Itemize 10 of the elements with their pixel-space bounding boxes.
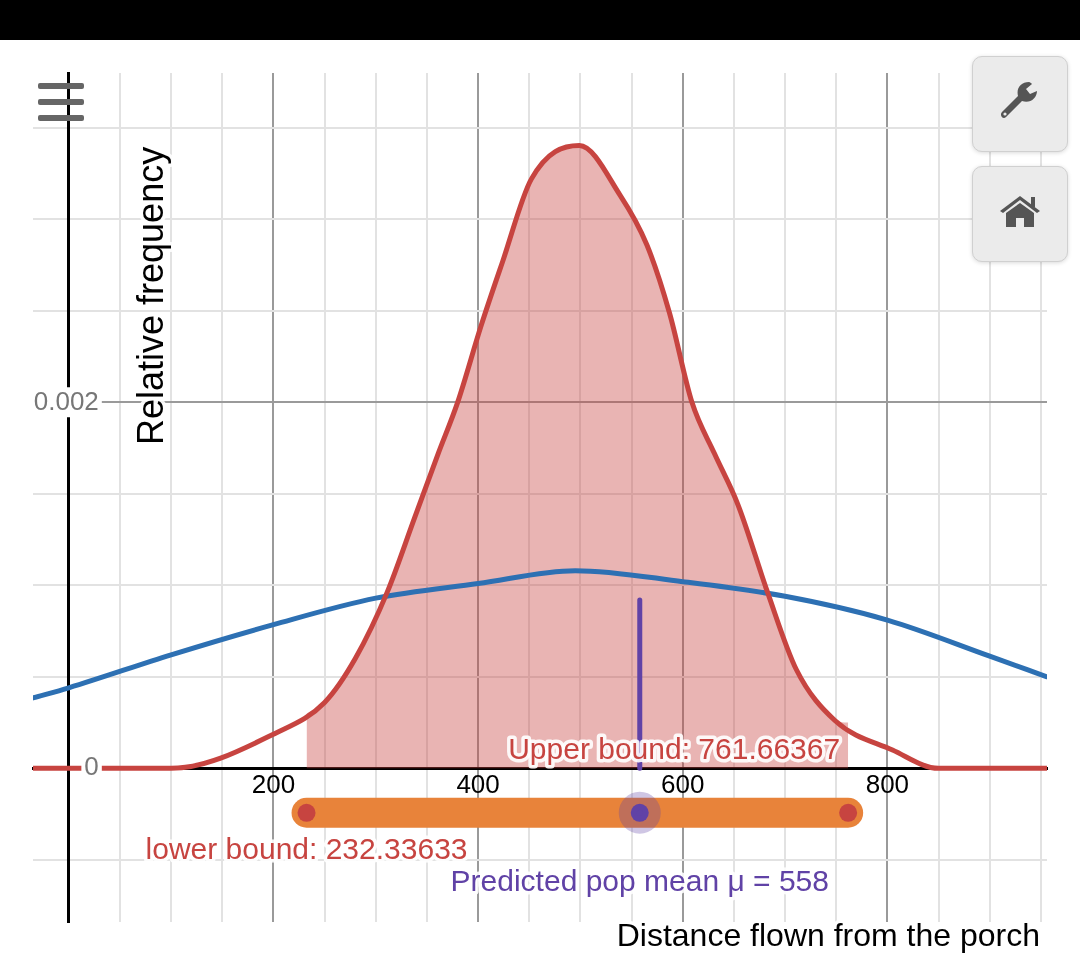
- annotation: Predicted pop mean μ = 558: [450, 864, 829, 898]
- y-tick-label: 0.002: [33, 385, 99, 416]
- x-axis-title: Distance flown from the porch: [616, 916, 1040, 953]
- annotation: lower bound: 232.33633: [145, 832, 468, 866]
- x-tick-label: 600: [661, 769, 705, 800]
- y-tick-label: 0: [84, 751, 99, 782]
- x-tick-label: 400: [456, 769, 500, 800]
- x-tick-label: 200: [251, 769, 296, 800]
- x-tick-label: 800: [865, 769, 910, 800]
- y-axis-title: Relative frequency: [129, 146, 171, 445]
